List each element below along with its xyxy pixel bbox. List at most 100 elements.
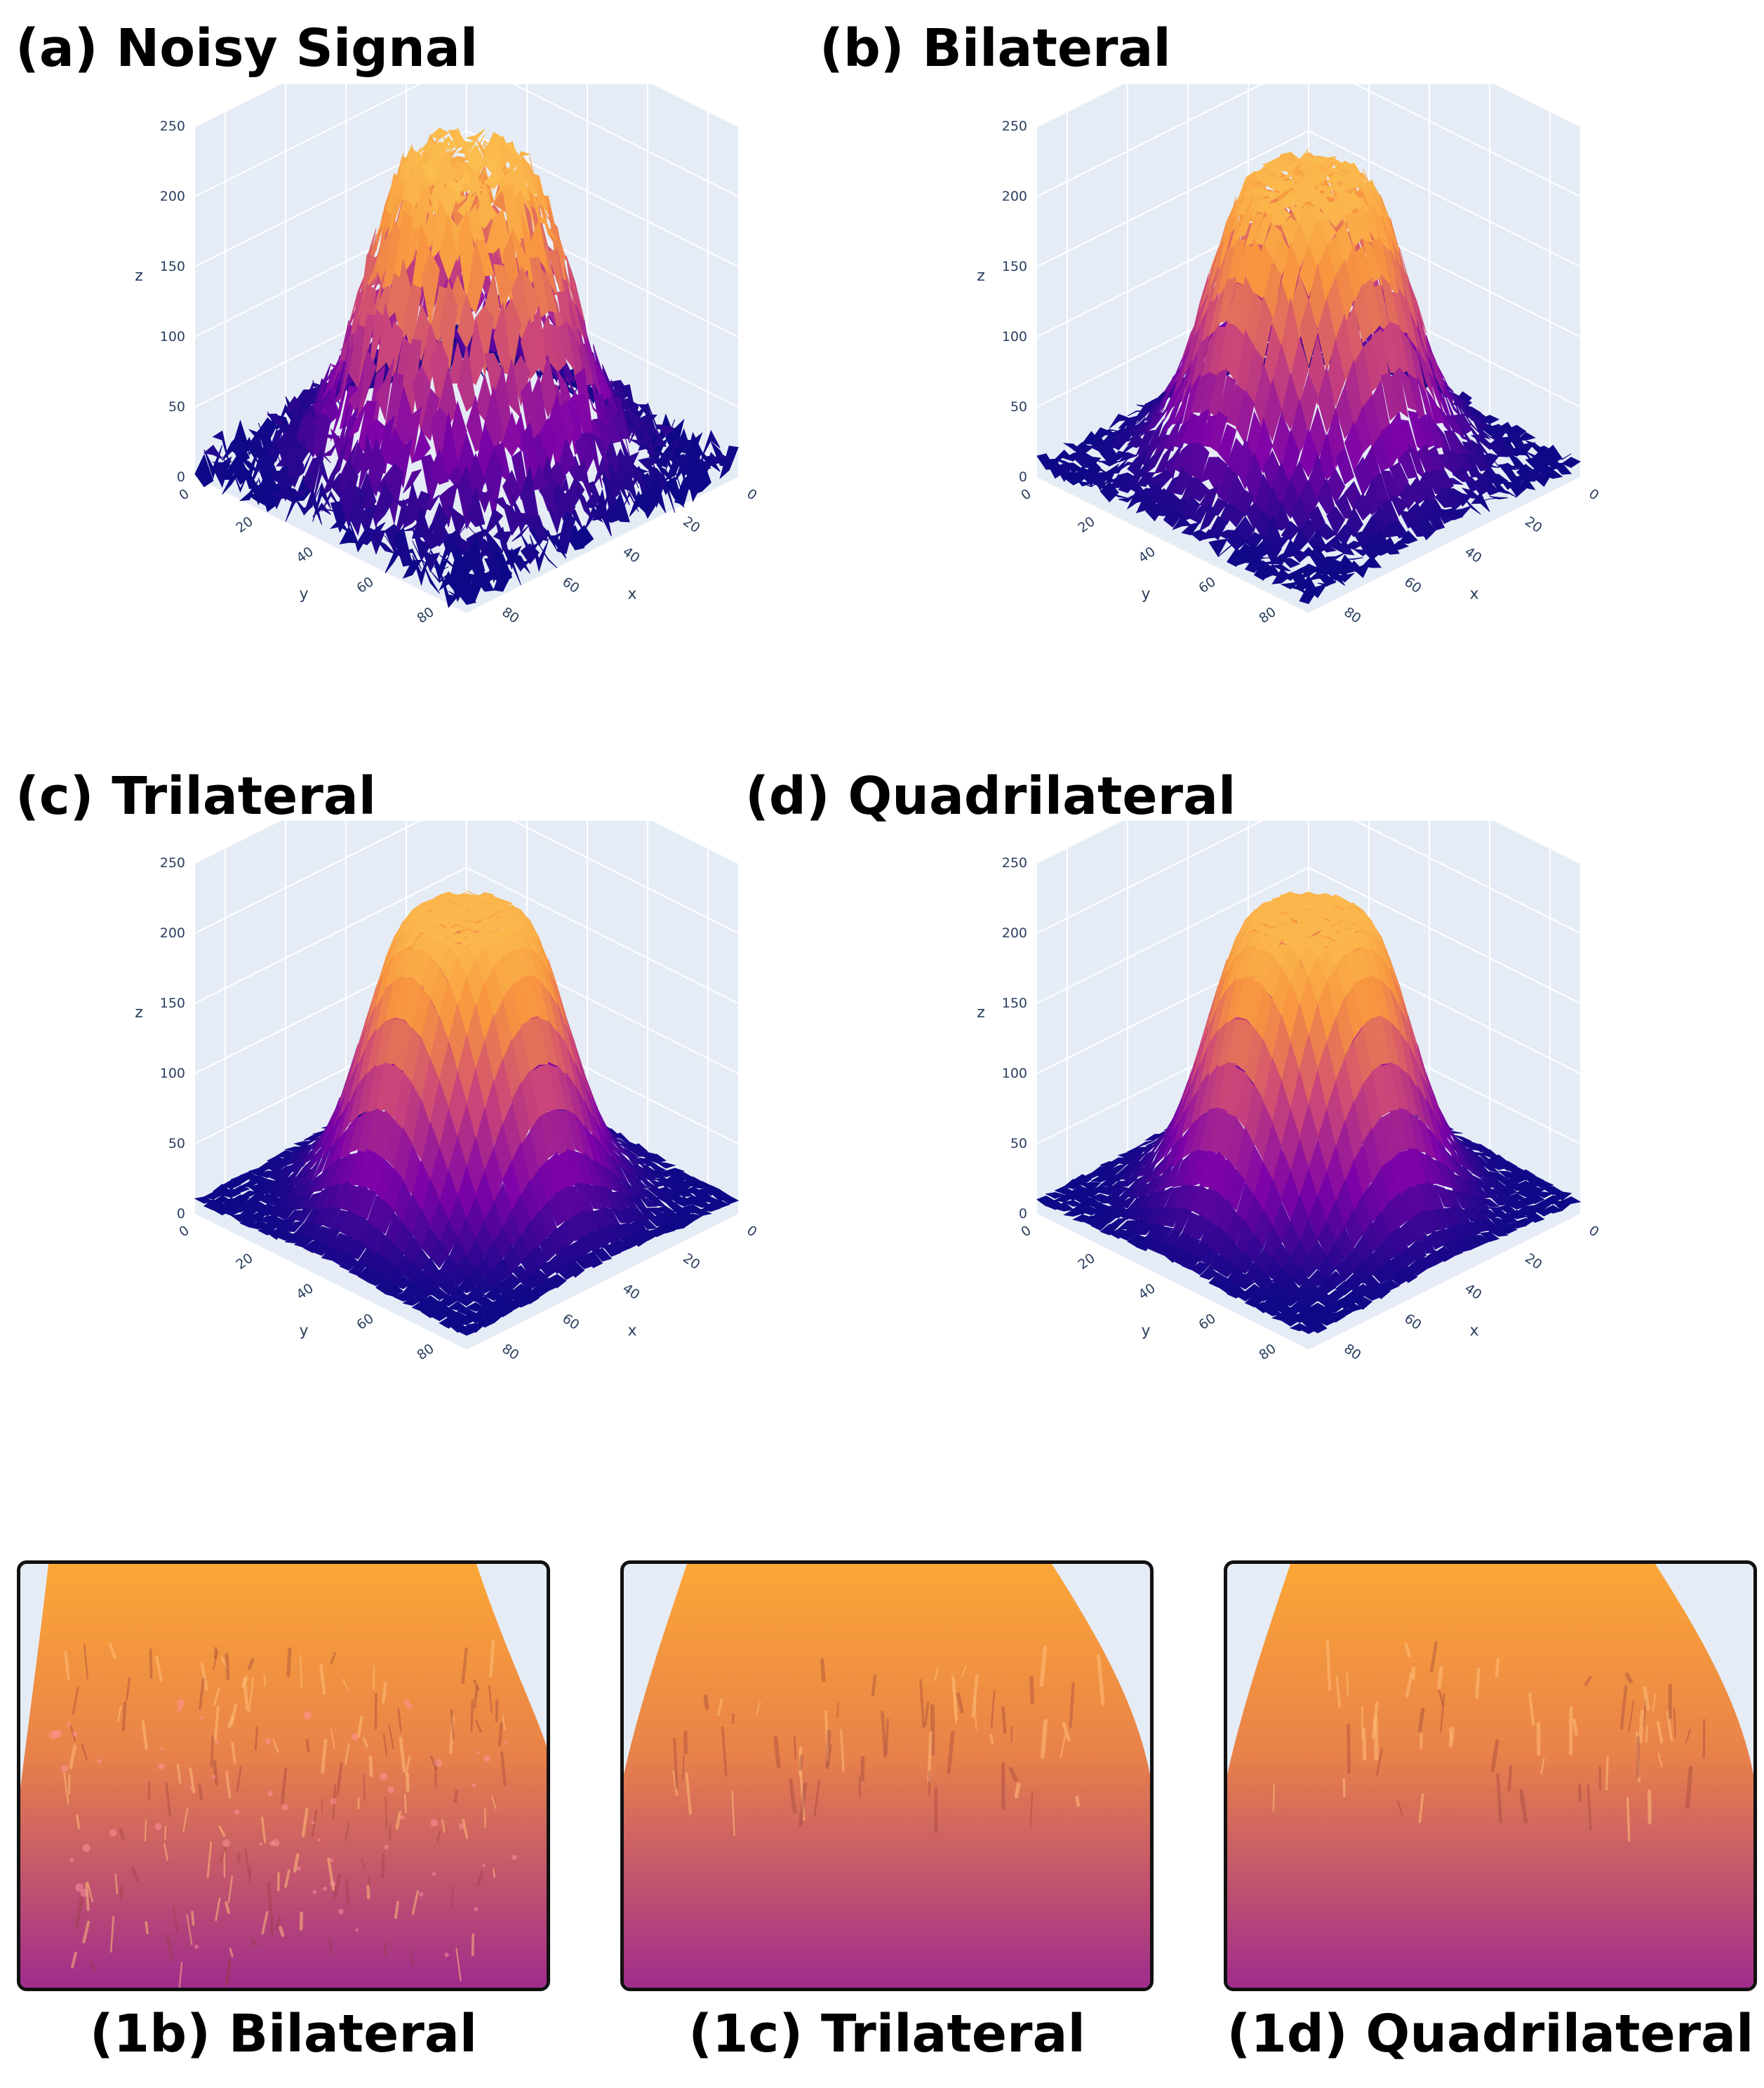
zoom-label-1c: (1c) Trilateral: [688, 2004, 1085, 2064]
z-tick-label: 100: [1002, 1066, 1027, 1081]
zoom-surface: [624, 1564, 1150, 1988]
x-tick-label: 60: [1401, 1311, 1424, 1333]
y-tick-label: 60: [1196, 1311, 1218, 1333]
x-axis-label: x: [1469, 1323, 1478, 1340]
surface-plot-d: 0 50 100 150 200 250 z 0 20 40 60 80 y 0 20 40 60 80 x: [912, 821, 1705, 1501]
y-axis-label: y: [1141, 586, 1150, 603]
z-tick-label: 200: [160, 925, 185, 941]
x-tick-label: 0: [1586, 486, 1602, 504]
x-tick-label: 20: [680, 1250, 702, 1273]
z-tick-label: 100: [160, 1066, 185, 1081]
y-tick-label: 40: [1135, 544, 1158, 566]
z-tick-label: 100: [1002, 329, 1027, 344]
z-axis-label: z: [135, 1004, 143, 1022]
y-tick-label: 0: [1018, 1223, 1034, 1240]
surface-plot-a: 0 50 100 150 200 250 z 0 20 40 60 80 y 0 20 40 60 80 x: [70, 84, 863, 765]
y-axis-label: y: [1141, 1323, 1150, 1340]
z-axis-label: z: [135, 267, 143, 285]
zoom-inset-1b: [17, 1560, 550, 1991]
z-tick-label: 0: [1019, 1206, 1027, 1222]
z-tick-label: 150: [1002, 996, 1027, 1011]
x-tick-label: 60: [1401, 574, 1424, 596]
z-tick-label: 100: [160, 329, 185, 344]
zoom-svg: [1227, 1564, 1753, 1988]
zoom-surface: [20, 1564, 547, 1988]
zoom-svg: [20, 1564, 547, 1988]
surface-svg: 0 50 100 150 200 250 z 0 20 40 60 80 y 0 20 40 60 80 x: [135, 821, 760, 1363]
x-axis-label: x: [627, 1323, 636, 1340]
y-tick-label: 60: [354, 574, 376, 596]
panel-title-b: (b) Bilateral: [820, 18, 1171, 79]
z-tick-label: 150: [160, 996, 185, 1011]
back-wall-x: [467, 821, 738, 1214]
z-tick-label: 0: [1019, 469, 1027, 485]
back-wall-y: [195, 821, 467, 1214]
x-axis-label: x: [627, 586, 636, 603]
y-tick-label: 80: [414, 604, 436, 627]
surface-plot-b: 0 50 100 150 200 250 z 0 20 40 60 80 y 0 20 40 60 80 x: [912, 84, 1705, 765]
zoom-surface: [1227, 1564, 1753, 1988]
surface-plot-c: 0 50 100 150 200 250 z 0 20 40 60 80 y 0 20 40 60 80 x: [70, 821, 863, 1501]
x-tick-label: 0: [744, 486, 760, 504]
y-tick-label: 20: [1075, 1250, 1097, 1273]
y-tick-label: 60: [1196, 574, 1218, 596]
z-axis-label: z: [977, 1004, 985, 1022]
back-wall-y: [1037, 821, 1309, 1214]
x-tick-label: 80: [1341, 604, 1363, 627]
z-tick-label: 50: [168, 1136, 185, 1151]
x-tick-label: 20: [680, 514, 702, 536]
z-tick-label: 200: [1002, 189, 1027, 204]
surface-svg: 0 50 100 150 200 250 z 0 20 40 60 80 y 0 20 40 60 80 x: [977, 821, 1602, 1363]
zoom-label-1d: (1d) Quadrilateral: [1227, 2004, 1754, 2064]
y-tick-label: 40: [1135, 1280, 1158, 1303]
y-tick-label: 0: [176, 1223, 192, 1240]
panel-title-d: (d) Quadrilateral: [745, 766, 1236, 826]
z-tick-label: 250: [160, 119, 185, 134]
x-tick-label: 80: [1341, 1341, 1363, 1363]
y-tick-label: 0: [1018, 486, 1034, 504]
z-tick-label: 0: [177, 469, 185, 485]
y-axis-label: y: [299, 586, 308, 603]
z-tick-label: 250: [1002, 119, 1027, 134]
z-tick-label: 250: [160, 855, 185, 871]
back-wall-y: [1037, 84, 1309, 477]
surface-svg: 0 50 100 150 200 250 z 0 20 40 60 80 y 0 20 40 60 80 x: [135, 84, 760, 627]
x-tick-label: 60: [559, 1311, 582, 1333]
z-tick-label: 200: [160, 189, 185, 204]
x-tick-label: 20: [1522, 514, 1544, 536]
panel-title-a: (a) Noisy Signal: [15, 18, 479, 79]
y-tick-label: 60: [354, 1311, 376, 1333]
x-tick-label: 0: [744, 1223, 760, 1240]
x-tick-label: 80: [499, 1341, 521, 1363]
x-tick-label: 80: [499, 604, 521, 627]
surface-mesh: [1036, 148, 1582, 604]
back-wall-x: [1309, 84, 1580, 477]
zoom-inset-1c: [620, 1560, 1154, 1991]
y-tick-label: 20: [1075, 514, 1097, 536]
zoom-texture: [1272, 1640, 1706, 1842]
x-tick-label: 40: [1462, 1280, 1484, 1303]
x-tick-label: 40: [620, 544, 642, 566]
y-tick-label: 20: [233, 1250, 255, 1273]
surface-mesh: [194, 127, 739, 608]
x-axis-label: x: [1469, 586, 1478, 603]
z-tick-label: 150: [1002, 259, 1027, 274]
x-tick-label: 40: [620, 1280, 642, 1303]
z-tick-label: 250: [1002, 855, 1027, 871]
y-tick-label: 80: [414, 1341, 436, 1363]
zoom-texture: [48, 1640, 517, 1988]
zoom-svg: [624, 1564, 1150, 1988]
y-tick-label: 80: [1256, 1341, 1278, 1363]
y-axis-label: y: [299, 1323, 308, 1340]
x-tick-label: 20: [1522, 1250, 1544, 1273]
z-axis-label: z: [977, 267, 985, 285]
y-tick-label: 20: [233, 514, 255, 536]
y-tick-label: 40: [293, 544, 316, 566]
z-tick-label: 0: [177, 1206, 185, 1222]
z-tick-label: 200: [1002, 925, 1027, 941]
x-tick-label: 40: [1462, 544, 1484, 566]
panel-title-c: (c) Trilateral: [15, 766, 377, 826]
surface-svg: 0 50 100 150 200 250 z 0 20 40 60 80 y 0 20 40 60 80 x: [977, 84, 1602, 627]
zoom-label-1b: (1b) Bilateral: [89, 2004, 478, 2064]
y-tick-label: 40: [293, 1280, 316, 1303]
